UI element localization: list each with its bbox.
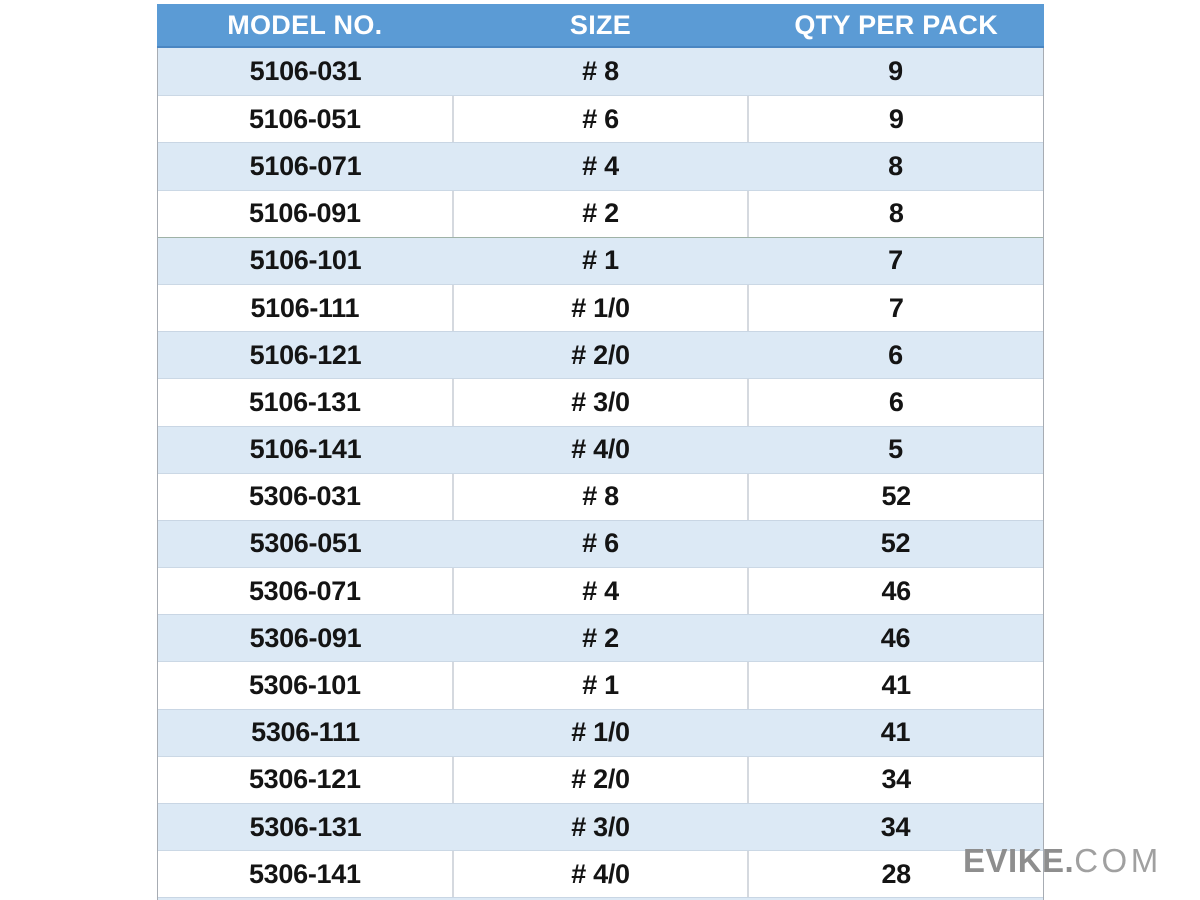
cell-qty-per-pack: 34 — [747, 756, 1043, 803]
evike-watermark: EVIKE.COM — [963, 844, 1162, 877]
table-row: 5106-071 # 4 8 — [158, 142, 1043, 190]
table-row: 5106-031 # 8 9 — [158, 48, 1043, 96]
table-row: 5306-031 # 8 52 — [158, 472, 1043, 520]
cell-qty-per-pack: 6 — [747, 379, 1043, 426]
header-cell-qty-per-pack: QTY PER PACK — [794, 9, 998, 40]
table-row: 5306-051 # 6 52 — [158, 519, 1043, 568]
table-row: 5306-101 # 1 41 — [158, 661, 1043, 709]
table-row: 5106-121 # 2/0 6 — [158, 331, 1043, 379]
cell-size: # 3/0 — [451, 379, 748, 426]
cell-qty-per-pack: 46 — [747, 568, 1043, 615]
cell-size: # 1/0 — [451, 284, 748, 332]
cell-size: # 4/0 — [571, 434, 630, 465]
table-row-partial — [158, 897, 1043, 900]
cell-qty-per-pack: 8 — [888, 150, 903, 181]
cell-model-no: 5306-051 — [249, 528, 362, 559]
cell-size: # 8 — [582, 56, 619, 87]
spec-table: MODEL NO. SIZE QTY PER PACK 5106-031 # 8 9… — [157, 4, 1044, 900]
table-row: 5106-101 # 1 7 — [158, 236, 1043, 284]
cell-qty-per-pack: 28 — [747, 851, 1043, 898]
cell-size: # 3/0 — [571, 811, 630, 842]
cell-qty-per-pack: 52 — [880, 528, 911, 559]
cell-model-no: 5306-141 — [248, 858, 361, 889]
cell-qty-per-pack: 8 — [747, 190, 1043, 237]
cell-model-no: 5106-141 — [249, 434, 362, 465]
cell-size: # 6 — [582, 528, 619, 559]
cell-model-no: 5306-131 — [249, 811, 362, 842]
cell-qty-per-pack: 9 — [888, 56, 903, 87]
table-row: 5306-141 # 4/0 28 — [158, 850, 1043, 898]
cell-qty-per-pack: 46 — [880, 622, 911, 653]
cell-model-no: 5306-071 — [248, 575, 361, 606]
table-row: 5306-091 # 2 46 — [158, 614, 1043, 662]
table-header-row: MODEL NO. SIZE QTY PER PACK — [157, 4, 1044, 48]
table-row: 5306-111 # 1/0 41 — [158, 708, 1043, 756]
cell-model-no: 5306-031 — [248, 481, 361, 512]
cell-qty-per-pack: 7 — [888, 245, 903, 276]
cell-qty-per-pack: 5 — [888, 434, 903, 465]
cell-qty-per-pack: 6 — [888, 339, 903, 370]
cell-qty-per-pack: 34 — [880, 811, 911, 842]
cell-qty-per-pack: 41 — [747, 662, 1043, 709]
cell-size: # 2/0 — [571, 339, 630, 370]
cell-model-no: 5106-121 — [249, 339, 362, 370]
cell-size: # 8 — [451, 473, 748, 520]
cell-qty-per-pack: 7 — [747, 284, 1043, 332]
cell-model-no: 5306-101 — [248, 670, 361, 701]
watermark-bold-text: EVIKE. — [963, 842, 1075, 879]
header-cell-model-no: MODEL NO. — [227, 9, 383, 40]
table-row: 5106-131 # 3/0 6 — [158, 378, 1043, 426]
cell-model-no: 5106-111 — [250, 292, 360, 323]
table-row: 5306-121 # 2/0 34 — [158, 755, 1043, 803]
cell-size: # 4 — [451, 568, 748, 615]
cell-size: # 4/0 — [451, 851, 748, 898]
cell-size: # 2 — [451, 190, 748, 237]
table-row: 5306-071 # 4 46 — [158, 567, 1043, 615]
table-row: 5106-111 # 1/0 7 — [158, 283, 1043, 332]
table-body: 5106-031 # 8 9 5106-051 # 6 9 5106-071 # 4 8 5106… — [157, 48, 1044, 900]
cell-model-no: 5106-091 — [248, 198, 361, 229]
cell-size: # 6 — [451, 96, 748, 143]
cell-size: # 1 — [582, 245, 619, 276]
cell-qty-per-pack: 41 — [880, 717, 911, 748]
cell-model-no: 5306-111 — [251, 717, 360, 748]
cell-model-no: 5306-121 — [248, 764, 361, 795]
cell-model-no: 5106-131 — [248, 386, 361, 417]
header-cell-size: SIZE — [569, 9, 632, 40]
cell-size: # 1 — [451, 662, 748, 709]
cell-model-no: 5106-101 — [249, 245, 362, 276]
cell-size: # 2 — [582, 622, 619, 653]
cell-size: # 1/0 — [571, 717, 630, 748]
cell-qty-per-pack: 52 — [747, 473, 1043, 520]
table-row: 5306-131 # 3/0 34 — [158, 803, 1043, 851]
table-row: 5106-141 # 4/0 5 — [158, 425, 1043, 473]
cell-model-no: 5306-091 — [249, 622, 362, 653]
cell-model-no: 5106-051 — [248, 103, 361, 134]
cell-size: # 4 — [582, 150, 619, 181]
cell-qty-per-pack: 9 — [747, 96, 1043, 143]
cell-model-no: 5106-071 — [249, 150, 362, 181]
cell-model-no: 5106-031 — [249, 56, 362, 87]
watermark-light-text: COM — [1074, 842, 1162, 879]
cell-size: # 2/0 — [451, 756, 748, 803]
